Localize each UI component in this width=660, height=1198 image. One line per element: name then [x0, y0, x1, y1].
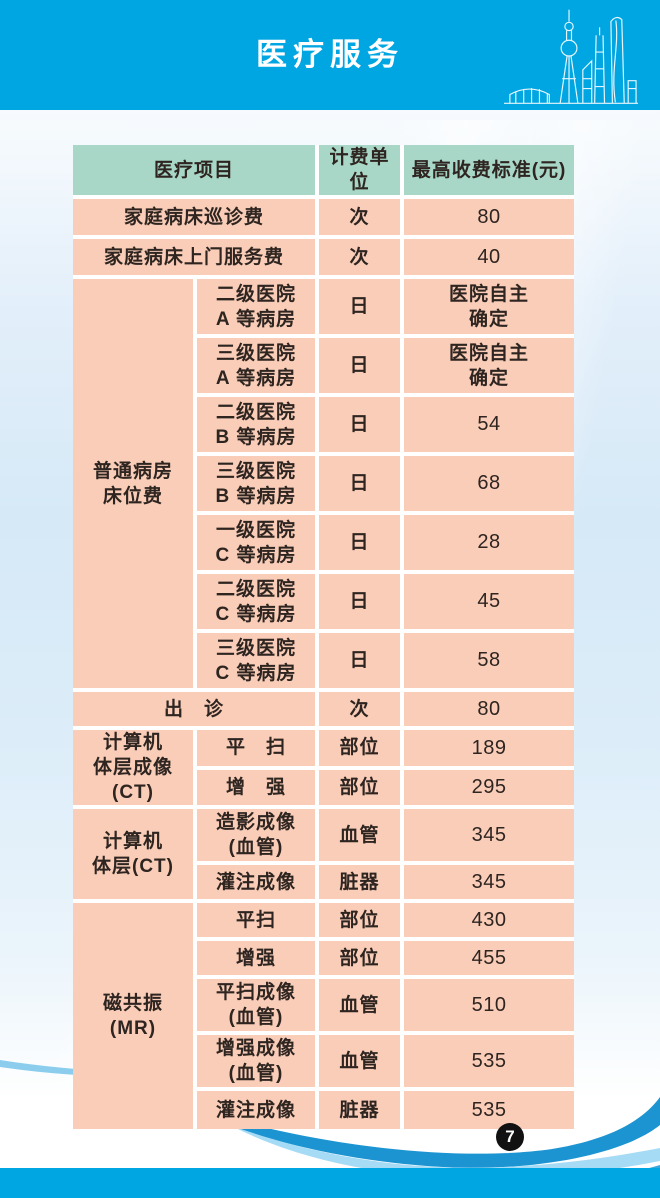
- cell-item: 灌注成像: [197, 1091, 320, 1130]
- cell-fee: 80: [404, 199, 575, 240]
- table-row: 灌注成像 脏器 345: [73, 865, 575, 904]
- cell-fee: 510: [404, 979, 575, 1036]
- cell-unit: 血管: [319, 1035, 405, 1092]
- header-billing-unit: 计费单位: [319, 145, 405, 200]
- cell-item: 增强成像 (血管): [197, 1035, 320, 1092]
- cell-unit: 日: [319, 397, 405, 457]
- cell-item: 三级医院 C 等病房: [197, 633, 320, 693]
- cell-fee: 医院自主 确定: [404, 279, 575, 339]
- cell-unit: 日: [319, 279, 405, 339]
- cell-item: 平扫成像 (血管): [197, 979, 320, 1036]
- cell-unit: 血管: [319, 979, 405, 1036]
- cell-fee: 345: [404, 865, 575, 904]
- cell-item: 家庭病床巡诊费: [73, 199, 320, 240]
- cell-fee: 535: [404, 1091, 575, 1130]
- cell-fee: 45: [404, 574, 575, 634]
- cell-fee: 455: [404, 941, 575, 980]
- group-label-ct: 计算机 体层(CT): [73, 809, 197, 904]
- cell-item: 二级医院 B 等病房: [197, 397, 320, 457]
- cell-fee: 345: [404, 809, 575, 866]
- table-row: 三级医院 C 等病房 日 58: [73, 633, 575, 693]
- cell-unit: 次: [319, 239, 405, 280]
- cell-fee: 40: [404, 239, 575, 280]
- cell-fee: 535: [404, 1035, 575, 1092]
- table-row: 计算机 体层(CT) 造影成像 (血管) 血管 345: [73, 809, 575, 904]
- cell-fee: 189: [404, 730, 575, 770]
- bottom-bar: [0, 1168, 660, 1198]
- table-row: 计算机 体层成像 (CT) 平 扫 部位 189: [73, 730, 575, 810]
- header-medical-item: 医疗项目: [73, 145, 320, 200]
- table-row: 增 强 部位 295: [73, 769, 575, 810]
- cell-fee: 430: [404, 903, 575, 942]
- table-row: 家庭病床巡诊费 次 80: [73, 199, 575, 240]
- cell-fee: 28: [404, 515, 575, 575]
- table-row: 平扫成像 (血管) 血管 510: [73, 979, 575, 1036]
- shanghai-skyline-icon: [503, 9, 639, 104]
- table-row: 灌注成像 脏器 535: [73, 1091, 575, 1130]
- table-row: 增强 部位 455: [73, 941, 575, 980]
- cell-unit: 部位: [319, 730, 405, 770]
- cell-unit: 脏器: [319, 1091, 405, 1130]
- cell-fee: 80: [404, 692, 575, 731]
- cell-item: 出 诊: [73, 692, 320, 731]
- cell-item: 三级医院 A 等病房: [197, 338, 320, 398]
- table-row: 磁共振 (MR) 平扫 部位 430: [73, 903, 575, 1130]
- cell-unit: 部位: [319, 769, 405, 810]
- page-number-badge: 7: [496, 1123, 524, 1151]
- table-row: 普通病房 床位费 二级医院 A 等病房 日 医院自主 确定: [73, 279, 575, 693]
- cell-fee: 医院自主 确定: [404, 338, 575, 398]
- group-label-mr: 磁共振 (MR): [73, 903, 197, 1130]
- cell-unit: 日: [319, 515, 405, 575]
- cell-item: 二级医院 C 等病房: [197, 574, 320, 634]
- cell-unit: 部位: [319, 903, 405, 942]
- header-max-fee: 最高收费标准(元): [404, 145, 575, 200]
- cell-item: 一级医院 C 等病房: [197, 515, 320, 575]
- fee-table: 医疗项目 计费单位 最高收费标准(元) 家庭病床巡诊费 次 80 家庭病床上门服…: [73, 145, 575, 1130]
- cell-unit: 日: [319, 633, 405, 693]
- cell-unit: 日: [319, 574, 405, 634]
- cell-unit: 部位: [319, 941, 405, 980]
- table-row: 一级医院 C 等病房 日 28: [73, 515, 575, 575]
- cell-item: 二级医院 A 等病房: [197, 279, 320, 339]
- table-row: 三级医院 B 等病房 日 68: [73, 456, 575, 516]
- table-header-row: 医疗项目 计费单位 最高收费标准(元): [73, 145, 575, 200]
- cell-item: 灌注成像: [197, 865, 320, 904]
- page-header-banner: 医疗服务: [0, 0, 660, 110]
- table-row: 二级医院 C 等病房 日 45: [73, 574, 575, 634]
- table-row: 三级医院 A 等病房 日 医院自主 确定: [73, 338, 575, 398]
- cell-item: 造影成像 (血管): [197, 809, 320, 866]
- cell-unit: 日: [319, 456, 405, 516]
- cell-unit: 脏器: [319, 865, 405, 904]
- group-label-ct-imaging: 计算机 体层成像 (CT): [73, 730, 197, 810]
- cell-item: 平扫: [197, 903, 320, 942]
- cell-item: 增 强: [197, 769, 320, 810]
- cell-item: 家庭病床上门服务费: [73, 239, 320, 280]
- cell-unit: 次: [319, 692, 405, 731]
- page-title: 医疗服务: [256, 37, 404, 72]
- cell-fee: 68: [404, 456, 575, 516]
- cell-item: 增强: [197, 941, 320, 980]
- table-row: 家庭病床上门服务费 次 40: [73, 239, 575, 280]
- table-row: 增强成像 (血管) 血管 535: [73, 1035, 575, 1092]
- cell-unit: 次: [319, 199, 405, 240]
- table-row: 出 诊 次 80: [73, 692, 575, 731]
- cell-item: 三级医院 B 等病房: [197, 456, 320, 516]
- cell-unit: 日: [319, 338, 405, 398]
- table-row: 二级医院 B 等病房 日 54: [73, 397, 575, 457]
- cell-unit: 血管: [319, 809, 405, 866]
- cell-fee: 54: [404, 397, 575, 457]
- cell-fee: 58: [404, 633, 575, 693]
- cell-item: 平 扫: [197, 730, 320, 770]
- group-label-ward: 普通病房 床位费: [73, 279, 197, 693]
- cell-fee: 295: [404, 769, 575, 810]
